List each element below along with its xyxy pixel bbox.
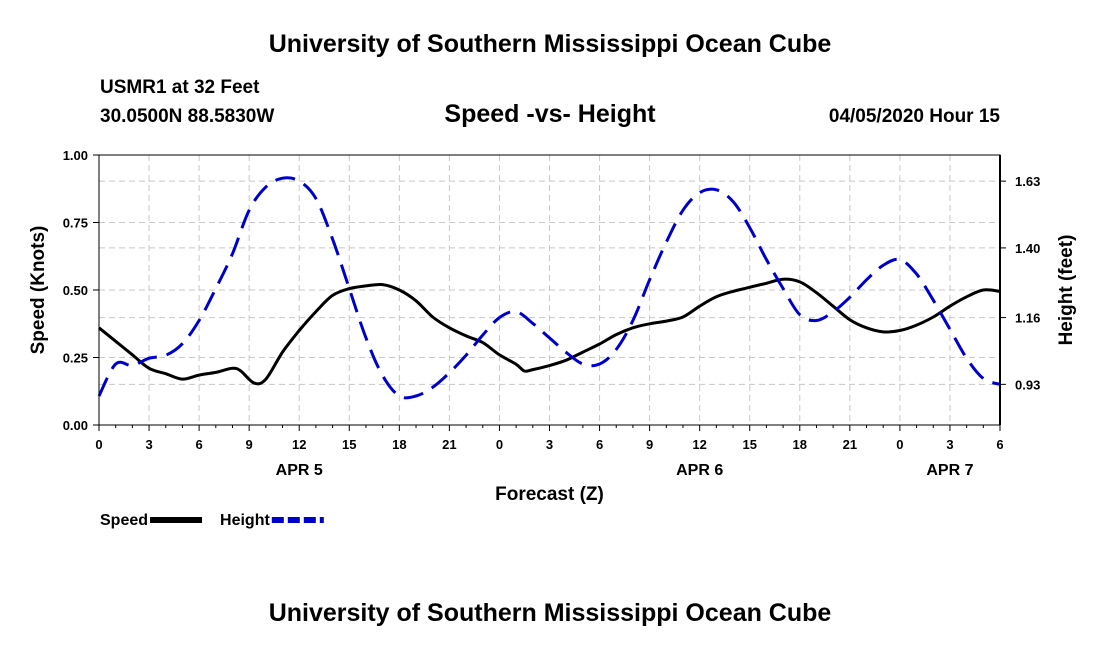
x-tick-label: 3 bbox=[145, 437, 152, 452]
x-tick-label: 9 bbox=[246, 437, 253, 452]
x-tick-label: 12 bbox=[692, 437, 706, 452]
x-tick-label: 9 bbox=[646, 437, 653, 452]
x-axis-title: Forecast (Z) bbox=[495, 484, 604, 505]
x-tick-label: 12 bbox=[292, 437, 306, 452]
x-tick-label: 18 bbox=[392, 437, 406, 452]
y-tick-label: 0.00 bbox=[63, 418, 88, 433]
series-line-height bbox=[97, 176, 1001, 400]
station-label: USMR1 at 32 Feet bbox=[100, 77, 260, 98]
date-label: APR 7 bbox=[926, 462, 973, 479]
y-tick-label: 1.00 bbox=[63, 148, 88, 163]
y-tick-label: 0.75 bbox=[63, 216, 88, 231]
series-line-speed bbox=[98, 277, 1001, 386]
legend-label-speed: Speed bbox=[100, 512, 148, 529]
y-tick-label: 0.50 bbox=[63, 283, 88, 298]
x-tick-label: 18 bbox=[793, 437, 807, 452]
y2-tick-label: 1.63 bbox=[1015, 174, 1040, 189]
y-axis-title: Speed (Knots) bbox=[28, 226, 49, 355]
y-tick-label: 0.25 bbox=[63, 351, 88, 366]
y2-axis-title: Height (feet) bbox=[1056, 235, 1077, 346]
x-tick-label: 15 bbox=[742, 437, 756, 452]
y2-tick-label: 1.16 bbox=[1015, 311, 1040, 326]
y2-tick-label: 0.93 bbox=[1015, 377, 1040, 392]
coordinates-label: 30.0500N 88.5830W bbox=[100, 106, 275, 127]
series-layer bbox=[97, 176, 1001, 400]
y2-tick-label: 1.40 bbox=[1015, 241, 1040, 256]
x-tick-label: 6 bbox=[996, 437, 1003, 452]
x-tick-label: 21 bbox=[843, 437, 857, 452]
x-tick-label: 6 bbox=[195, 437, 202, 452]
x-tick-label: 21 bbox=[442, 437, 456, 452]
x-tick-label: 0 bbox=[496, 437, 503, 452]
x-tick-label: 3 bbox=[946, 437, 953, 452]
grid bbox=[99, 155, 1000, 425]
axes: 0 3 6 9 12 15 18 21 0 3 6 9 12 15 18 21 0 3 6 0.00 0.25 0.50 0… bbox=[28, 148, 1077, 505]
page-title: University of Southern Mississippi Ocean… bbox=[268, 30, 832, 58]
forecast-datetime: 04/05/2020 Hour 15 bbox=[828, 106, 1000, 127]
x-tick-label: 3 bbox=[546, 437, 553, 452]
x-tick-label: 0 bbox=[896, 437, 903, 452]
legend-label-height: Height bbox=[220, 512, 270, 529]
footer-title: University of Southern Mississippi Ocean… bbox=[268, 599, 832, 627]
legend: Speed Height bbox=[100, 512, 324, 529]
x-tick-label: 15 bbox=[342, 437, 356, 452]
date-label: APR 6 bbox=[676, 462, 723, 479]
x-tick-label: 0 bbox=[95, 437, 102, 452]
chart-subtitle: Speed -vs- Height bbox=[444, 100, 656, 128]
x-tick-label: 6 bbox=[596, 437, 603, 452]
date-label: APR 5 bbox=[276, 462, 323, 479]
